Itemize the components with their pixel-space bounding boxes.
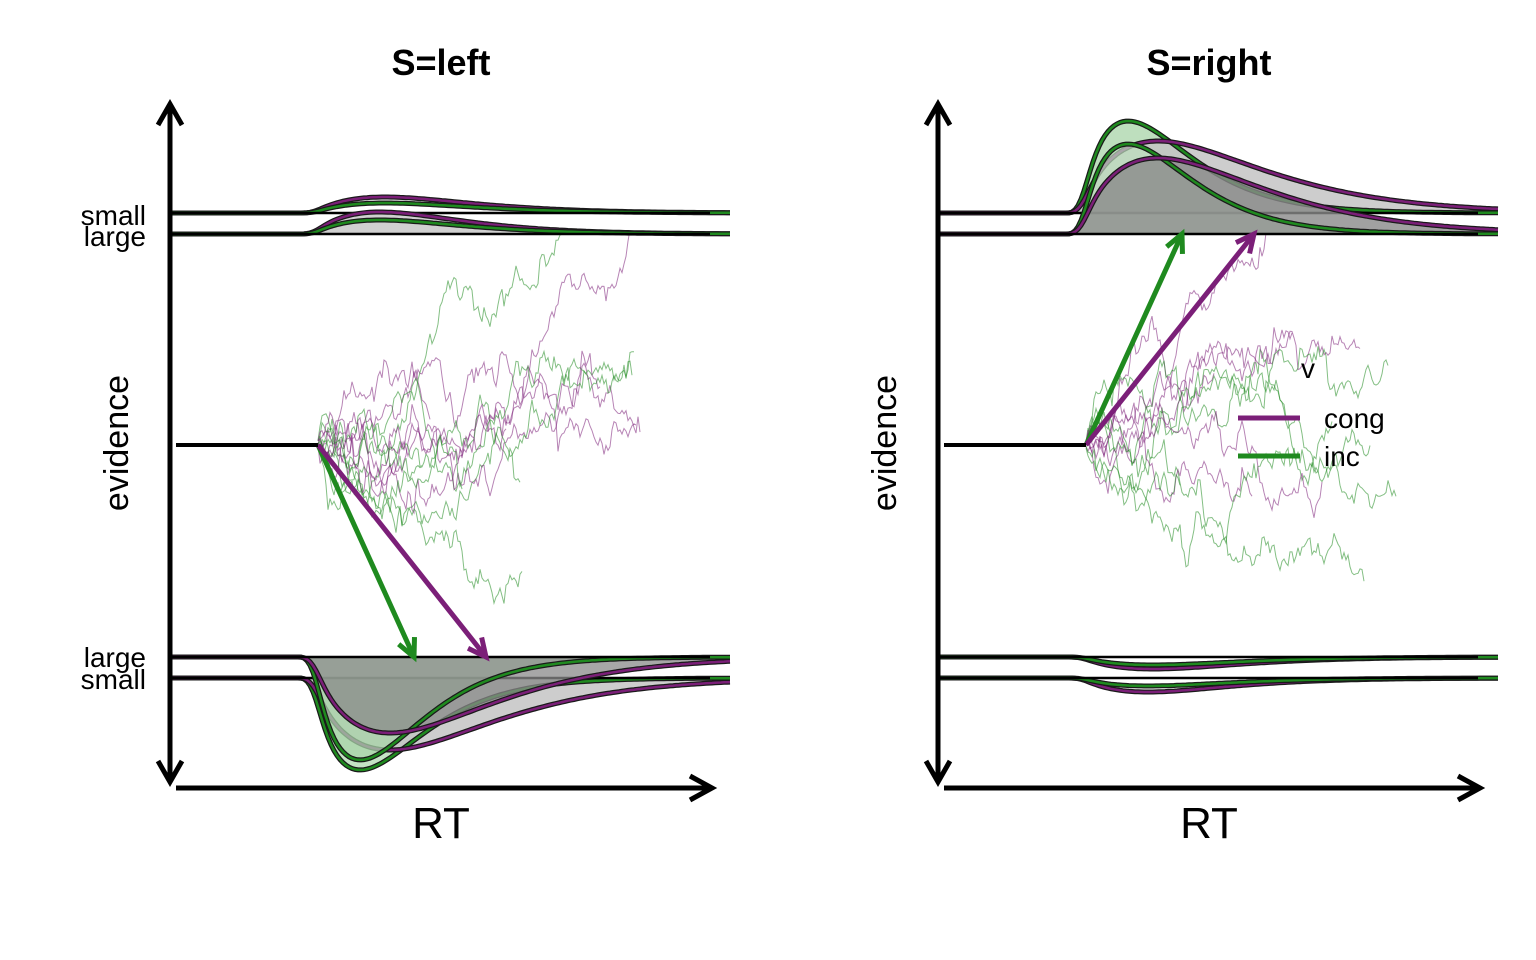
y-axis-label: evidence — [98, 375, 136, 511]
drift-arrow-inc-head — [397, 636, 417, 663]
upper-bound-label-1: small — [81, 200, 146, 231]
trace-inc — [317, 357, 633, 511]
trace-inc — [317, 349, 634, 520]
trace-cong — [317, 362, 641, 498]
drift-arrow-inc — [1083, 232, 1185, 447]
trace-cong — [1085, 235, 1267, 455]
x-arrow — [688, 773, 718, 803]
y-arrow-down — [923, 759, 953, 788]
drift-arrow-cong — [316, 443, 488, 659]
y-arrow-up — [155, 98, 185, 127]
trace-inc — [1085, 416, 1365, 582]
trace-inc — [317, 431, 521, 533]
trace-inc — [1085, 445, 1397, 568]
axes — [155, 98, 718, 803]
trace-cong — [1085, 327, 1293, 494]
lower-bound-label-1: large — [84, 642, 146, 673]
axes — [923, 98, 1486, 803]
trace-inc — [1085, 447, 1181, 501]
trace-inc — [1085, 359, 1333, 472]
legend-label-inc: inc — [1324, 441, 1360, 472]
y-arrow-down — [155, 759, 185, 788]
y-arrow-up — [923, 98, 953, 127]
density-curves — [172, 194, 731, 773]
trace-cong — [317, 235, 630, 495]
traces — [1085, 235, 1397, 582]
trace-inc — [1085, 346, 1389, 494]
drift-arrow-cong-head — [466, 636, 490, 662]
panel-title: S=left — [391, 42, 490, 83]
density-curves — [940, 118, 1499, 695]
trace-inc — [317, 413, 523, 606]
trace-inc — [317, 377, 463, 505]
trace-cong — [317, 359, 431, 453]
drift-arrow-inc-head — [1165, 228, 1185, 255]
y-axis-label: evidence — [866, 375, 904, 511]
trace-cong — [1085, 402, 1323, 518]
panel-left: S=left small large large small RT eviden… — [81, 42, 731, 848]
x-arrow — [1456, 773, 1486, 803]
trace-cong — [1085, 330, 1361, 460]
legend-label-cong: cong — [1324, 403, 1385, 434]
drift-arrow-cong-head — [1234, 229, 1258, 255]
legend-title: v — [1301, 353, 1315, 384]
lower-bound-label-2: small — [81, 664, 146, 695]
upper-bound-label-2: large — [84, 221, 146, 252]
drift-arrow-cong — [1084, 232, 1256, 447]
panel-right: S=right RT evidence v cong inc — [866, 42, 1499, 848]
trace-cong — [1085, 420, 1253, 504]
trace-inc — [317, 235, 562, 446]
x-axis-label: RT — [412, 799, 470, 848]
panel-title: S=right — [1146, 42, 1271, 83]
trace-inc — [1085, 348, 1371, 483]
x-axis-label: RT — [1180, 799, 1238, 848]
legend: v cong inc — [1238, 353, 1385, 472]
drift-arrow-inc — [315, 443, 417, 659]
traces — [317, 235, 641, 606]
